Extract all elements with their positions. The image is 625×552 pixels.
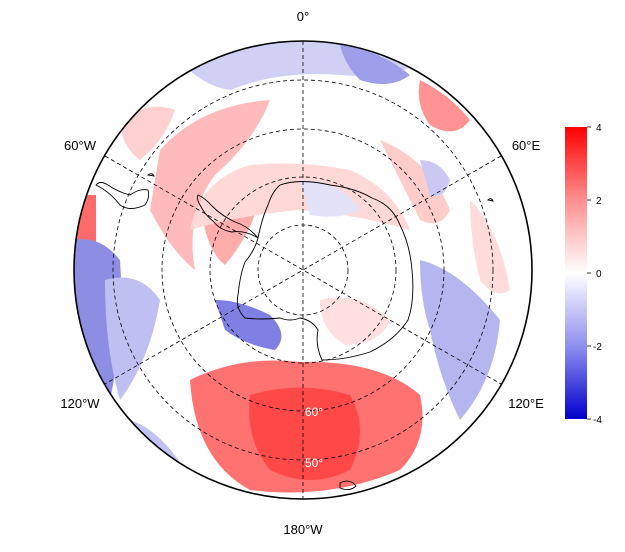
map-boundary bbox=[73, 40, 533, 500]
lon-label-120w: 120°W bbox=[60, 396, 100, 411]
lat-label-60: 60° bbox=[305, 405, 323, 419]
lon-label-180w: 180°W bbox=[283, 522, 323, 537]
anomaly-field bbox=[74, 41, 532, 499]
lon-label-120e: 120°E bbox=[508, 396, 544, 411]
graticule bbox=[104, 41, 502, 499]
colorbar-tick-2: 2 bbox=[596, 196, 602, 207]
colorbar-tick-4: 4 bbox=[596, 123, 602, 134]
colorbar-tick-neg4: -4 bbox=[593, 415, 602, 426]
colorbar-tick-0: 0 bbox=[596, 269, 602, 280]
colorbar: 4 2 0 -2 -4 bbox=[565, 123, 602, 426]
colorbar-gradient bbox=[565, 127, 587, 419]
coastline bbox=[95, 173, 494, 491]
lat-label-50: 50° bbox=[305, 456, 323, 470]
lon-label-60e: 60°E bbox=[512, 138, 541, 153]
lon-label-0: 0° bbox=[297, 9, 309, 24]
colorbar-tick-neg2: -2 bbox=[593, 342, 602, 353]
lon-label-60w: 60°W bbox=[64, 138, 97, 153]
